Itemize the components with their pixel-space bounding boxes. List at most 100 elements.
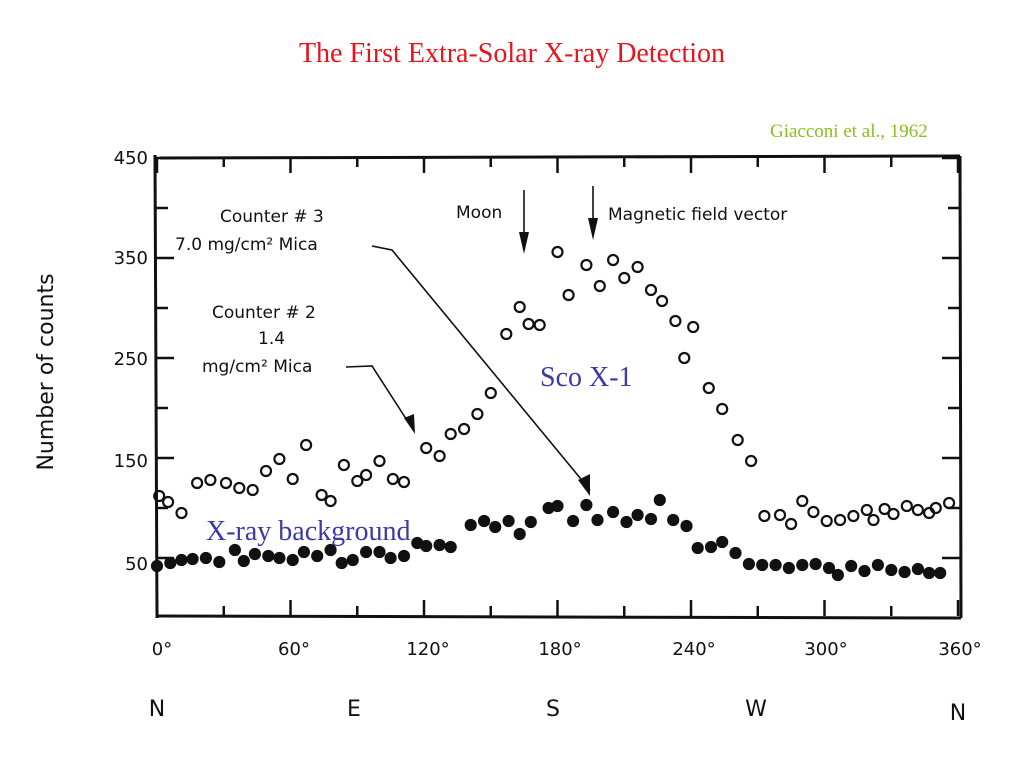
data-point-filled xyxy=(796,558,809,572)
data-point-filled xyxy=(653,493,666,507)
data-point-filled xyxy=(489,520,502,534)
data-point-open xyxy=(593,279,606,293)
x-tick-label: 180° xyxy=(538,639,581,660)
data-point-filled xyxy=(213,555,226,569)
data-point-filled xyxy=(311,549,324,563)
data-point-open xyxy=(259,464,273,478)
data-point-open xyxy=(562,288,575,302)
counter3-label: Counter # 3 xyxy=(220,207,324,227)
x-tick-label: 240° xyxy=(672,639,715,660)
data-point-filled xyxy=(631,508,644,522)
data-point-filled xyxy=(580,498,593,512)
data-point-open xyxy=(360,468,373,482)
counter2-arrow-head xyxy=(404,414,415,434)
data-point-open xyxy=(807,505,820,519)
data-point-open xyxy=(847,509,860,523)
data-point-open xyxy=(942,496,956,510)
citation: Giacconi et al., 1962 xyxy=(770,121,928,142)
data-point-open xyxy=(484,386,497,400)
data-point-filled xyxy=(248,547,261,561)
data-point-filled xyxy=(384,551,397,565)
data-point-open xyxy=(397,475,411,489)
data-point-open xyxy=(631,260,644,274)
data-point-open xyxy=(533,318,546,332)
xray-background-label: X-ray background xyxy=(206,516,410,547)
data-point-open xyxy=(784,517,798,531)
data-point-open xyxy=(551,245,564,259)
counter2-mica-label: mg/cm² Mica xyxy=(202,357,312,377)
counter3-arrow xyxy=(371,245,591,491)
data-point-open xyxy=(433,449,446,463)
data-point-filled xyxy=(346,553,359,567)
data-point-open xyxy=(669,314,682,328)
moon-arrow-head xyxy=(519,232,529,254)
data-point-filled xyxy=(782,561,796,575)
data-point-open xyxy=(162,495,175,509)
data-point-open xyxy=(687,320,700,334)
data-point-filled xyxy=(620,515,633,529)
data-point-filled xyxy=(360,545,373,559)
counter2-value-label: 1.4 xyxy=(258,329,285,349)
data-point-filled xyxy=(228,543,241,557)
data-point-filled xyxy=(464,518,477,532)
data-point-open xyxy=(773,508,787,522)
data-point-filled xyxy=(845,559,858,573)
data-point-open xyxy=(324,494,337,508)
data-points xyxy=(150,245,956,582)
data-point-filled xyxy=(567,514,580,528)
data-point-open xyxy=(860,503,873,517)
data-point-filled xyxy=(822,561,836,575)
data-point-open xyxy=(219,476,233,490)
y-tick-label: 50 xyxy=(125,554,148,575)
data-point-filled xyxy=(769,558,782,572)
data-point-filled xyxy=(513,527,526,541)
data-point-open xyxy=(273,452,286,466)
data-point-open xyxy=(702,381,715,395)
data-point-open xyxy=(300,438,313,452)
data-point-filled xyxy=(373,545,386,559)
data-point-open xyxy=(458,422,471,436)
compass-label: N xyxy=(149,697,165,722)
data-point-filled xyxy=(871,558,885,572)
data-point-open xyxy=(900,499,913,513)
data-point-filled xyxy=(502,514,515,528)
data-point-filled xyxy=(199,551,212,565)
data-point-open xyxy=(175,506,188,520)
data-point-filled xyxy=(756,558,769,572)
data-point-open xyxy=(351,474,364,488)
data-point-filled xyxy=(923,566,936,580)
counter2-label: Counter # 2 xyxy=(212,303,316,323)
compass-label: E xyxy=(347,697,361,722)
data-point-filled xyxy=(885,563,898,577)
y-tick-label: 250 xyxy=(114,349,148,370)
data-point-filled xyxy=(934,566,947,580)
data-point-filled xyxy=(591,513,604,527)
data-point-open xyxy=(191,476,204,490)
data-point-open xyxy=(286,472,299,486)
data-point-filled xyxy=(286,553,299,567)
data-point-open xyxy=(758,509,771,523)
data-point-filled xyxy=(680,519,693,533)
data-point-filled xyxy=(397,549,411,563)
data-point-open xyxy=(655,294,669,308)
data-point-open xyxy=(420,441,433,455)
data-point-open xyxy=(337,458,350,472)
data-point-filled xyxy=(716,535,729,549)
data-point-open xyxy=(373,454,386,468)
data-point-open xyxy=(522,317,535,331)
data-point-filled xyxy=(478,514,491,528)
data-point-filled xyxy=(551,499,564,513)
data-point-filled xyxy=(297,545,310,559)
magnetic-field-label: Magnetic field vector xyxy=(608,205,787,225)
data-point-filled xyxy=(898,565,911,579)
page-title: The First Extra-Solar X-ray Detection xyxy=(298,38,726,69)
data-point-filled xyxy=(420,539,433,553)
data-point-open xyxy=(444,427,457,441)
data-point-filled xyxy=(667,513,680,527)
y-axis-label: Number of counts xyxy=(34,273,59,470)
data-point-open xyxy=(204,473,217,487)
data-point-open xyxy=(744,454,758,468)
arrow-heads xyxy=(404,218,598,496)
x-tick-label: 300° xyxy=(804,639,847,660)
data-point-filled xyxy=(237,554,250,568)
